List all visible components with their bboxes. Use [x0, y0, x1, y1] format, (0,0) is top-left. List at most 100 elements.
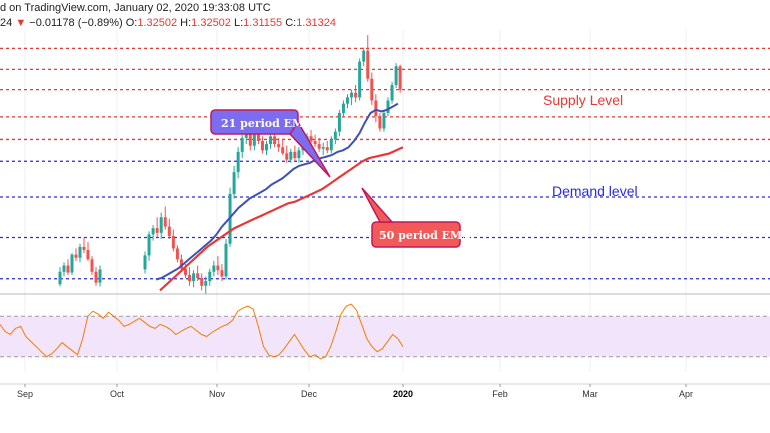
- candle-body: [184, 268, 187, 275]
- candle-body: [374, 100, 378, 117]
- close-label: C:: [285, 17, 297, 29]
- candle-body: [366, 50, 370, 79]
- ema50-line: [159, 146, 404, 292]
- ema21-line: [155, 102, 399, 281]
- demand-level-label: Demand level: [552, 183, 638, 199]
- close-value: 1.31324: [296, 17, 336, 29]
- candle-body: [382, 112, 386, 129]
- candle-body: [341, 103, 345, 113]
- candle-body: [171, 235, 175, 249]
- high-label: H:: [180, 17, 192, 29]
- candle-body: [370, 78, 374, 101]
- candle-body: [62, 265, 66, 272]
- candle-body: [329, 139, 333, 151]
- rsi-line: [0, 303, 404, 360]
- x-tick-label: 2020: [393, 389, 413, 399]
- ema21-callout-label: 21 period EMA: [221, 117, 313, 130]
- supply-level-label: Supply Level: [543, 92, 624, 108]
- candle-body: [289, 151, 293, 160]
- high-value: 1.32502: [191, 17, 231, 29]
- low-value: 1.31155: [243, 17, 283, 29]
- x-tick-label: Sep: [17, 389, 33, 399]
- candle-body: [216, 265, 220, 271]
- x-tick-label: Oct: [110, 389, 125, 399]
- candle-body: [208, 271, 212, 282]
- header-prefix: 24: [0, 17, 13, 29]
- candle-body: [200, 277, 204, 286]
- ema21-callout-pointer: [289, 120, 331, 178]
- candle-body: [378, 116, 382, 129]
- candle-body: [220, 270, 224, 277]
- candle-body: [398, 66, 402, 90]
- candle-body: [346, 97, 349, 104]
- candle-body: [94, 271, 98, 283]
- candle-body: [313, 140, 317, 145]
- candle-body: [390, 84, 394, 101]
- low-label: L:: [233, 17, 244, 29]
- candle-body: [212, 265, 216, 272]
- x-tick-label: Feb: [492, 389, 508, 399]
- ema50-callout-label: 50 period EMA: [379, 229, 471, 242]
- candle-body: [159, 217, 163, 233]
- down-arrow-icon: ▼: [15, 17, 27, 29]
- candle-body: [358, 61, 362, 98]
- candle-body: [163, 217, 167, 227]
- x-tick-label: Mar: [582, 389, 598, 399]
- x-tick-label: Dec: [301, 389, 318, 399]
- candle-body: [260, 140, 264, 151]
- candle-body: [354, 92, 358, 98]
- candle-body: [86, 249, 90, 260]
- chart-header-source: d on TradingView.com, January 02, 2020 1…: [0, 2, 271, 14]
- candle-body: [277, 144, 281, 148]
- candle-body: [66, 265, 70, 273]
- candle-body: [147, 234, 151, 256]
- x-tick-label: Nov: [209, 389, 226, 399]
- candle-body: [333, 131, 337, 140]
- candle-body: [78, 246, 82, 258]
- candle-body: [285, 153, 289, 160]
- candle-body: [273, 136, 277, 145]
- candle-body: [224, 243, 228, 277]
- candle-body: [175, 248, 179, 260]
- candle-body: [325, 147, 329, 151]
- candle-body: [240, 137, 244, 152]
- candle-body: [362, 50, 366, 62]
- candle-body: [167, 226, 171, 236]
- candle-body: [297, 150, 301, 159]
- candle-body: [188, 274, 192, 282]
- x-tick-label: Apr: [679, 389, 693, 399]
- candle-body: [309, 136, 313, 141]
- candle-body: [256, 133, 260, 141]
- candle-body: [70, 254, 74, 273]
- candle-body: [265, 144, 268, 151]
- candle-body: [82, 246, 86, 250]
- candle-body: [337, 112, 341, 132]
- candle-body: [293, 151, 297, 159]
- candle-body: [386, 100, 390, 113]
- ema50-callout-box: [371, 221, 461, 248]
- candle-body: [90, 259, 94, 272]
- candle-body: [281, 147, 285, 154]
- candle-body: [321, 147, 325, 149]
- chart-header-ohlc: 24 ▼ −0.01178 (−0.89%) O:1.32502 H:1.325…: [0, 17, 336, 29]
- candle-body: [244, 131, 248, 138]
- candle-body: [155, 228, 159, 233]
- candle-body: [394, 66, 398, 85]
- candle-body: [269, 136, 273, 145]
- candle-body: [236, 151, 240, 173]
- candle-body: [204, 281, 208, 286]
- candle-body: [232, 172, 236, 194]
- candle-body: [151, 228, 155, 235]
- candle-body: [179, 259, 183, 269]
- candle-body: [317, 144, 321, 149]
- candle-body: [248, 131, 252, 146]
- open-label: O:: [125, 17, 138, 29]
- candle-body: [58, 271, 62, 285]
- candle-body: [143, 255, 147, 270]
- candle-body: [192, 273, 196, 282]
- candle-body: [196, 273, 200, 278]
- rsi-band: [0, 316, 770, 357]
- candle-body: [252, 133, 256, 146]
- ema50-callout-pointer: [361, 187, 394, 223]
